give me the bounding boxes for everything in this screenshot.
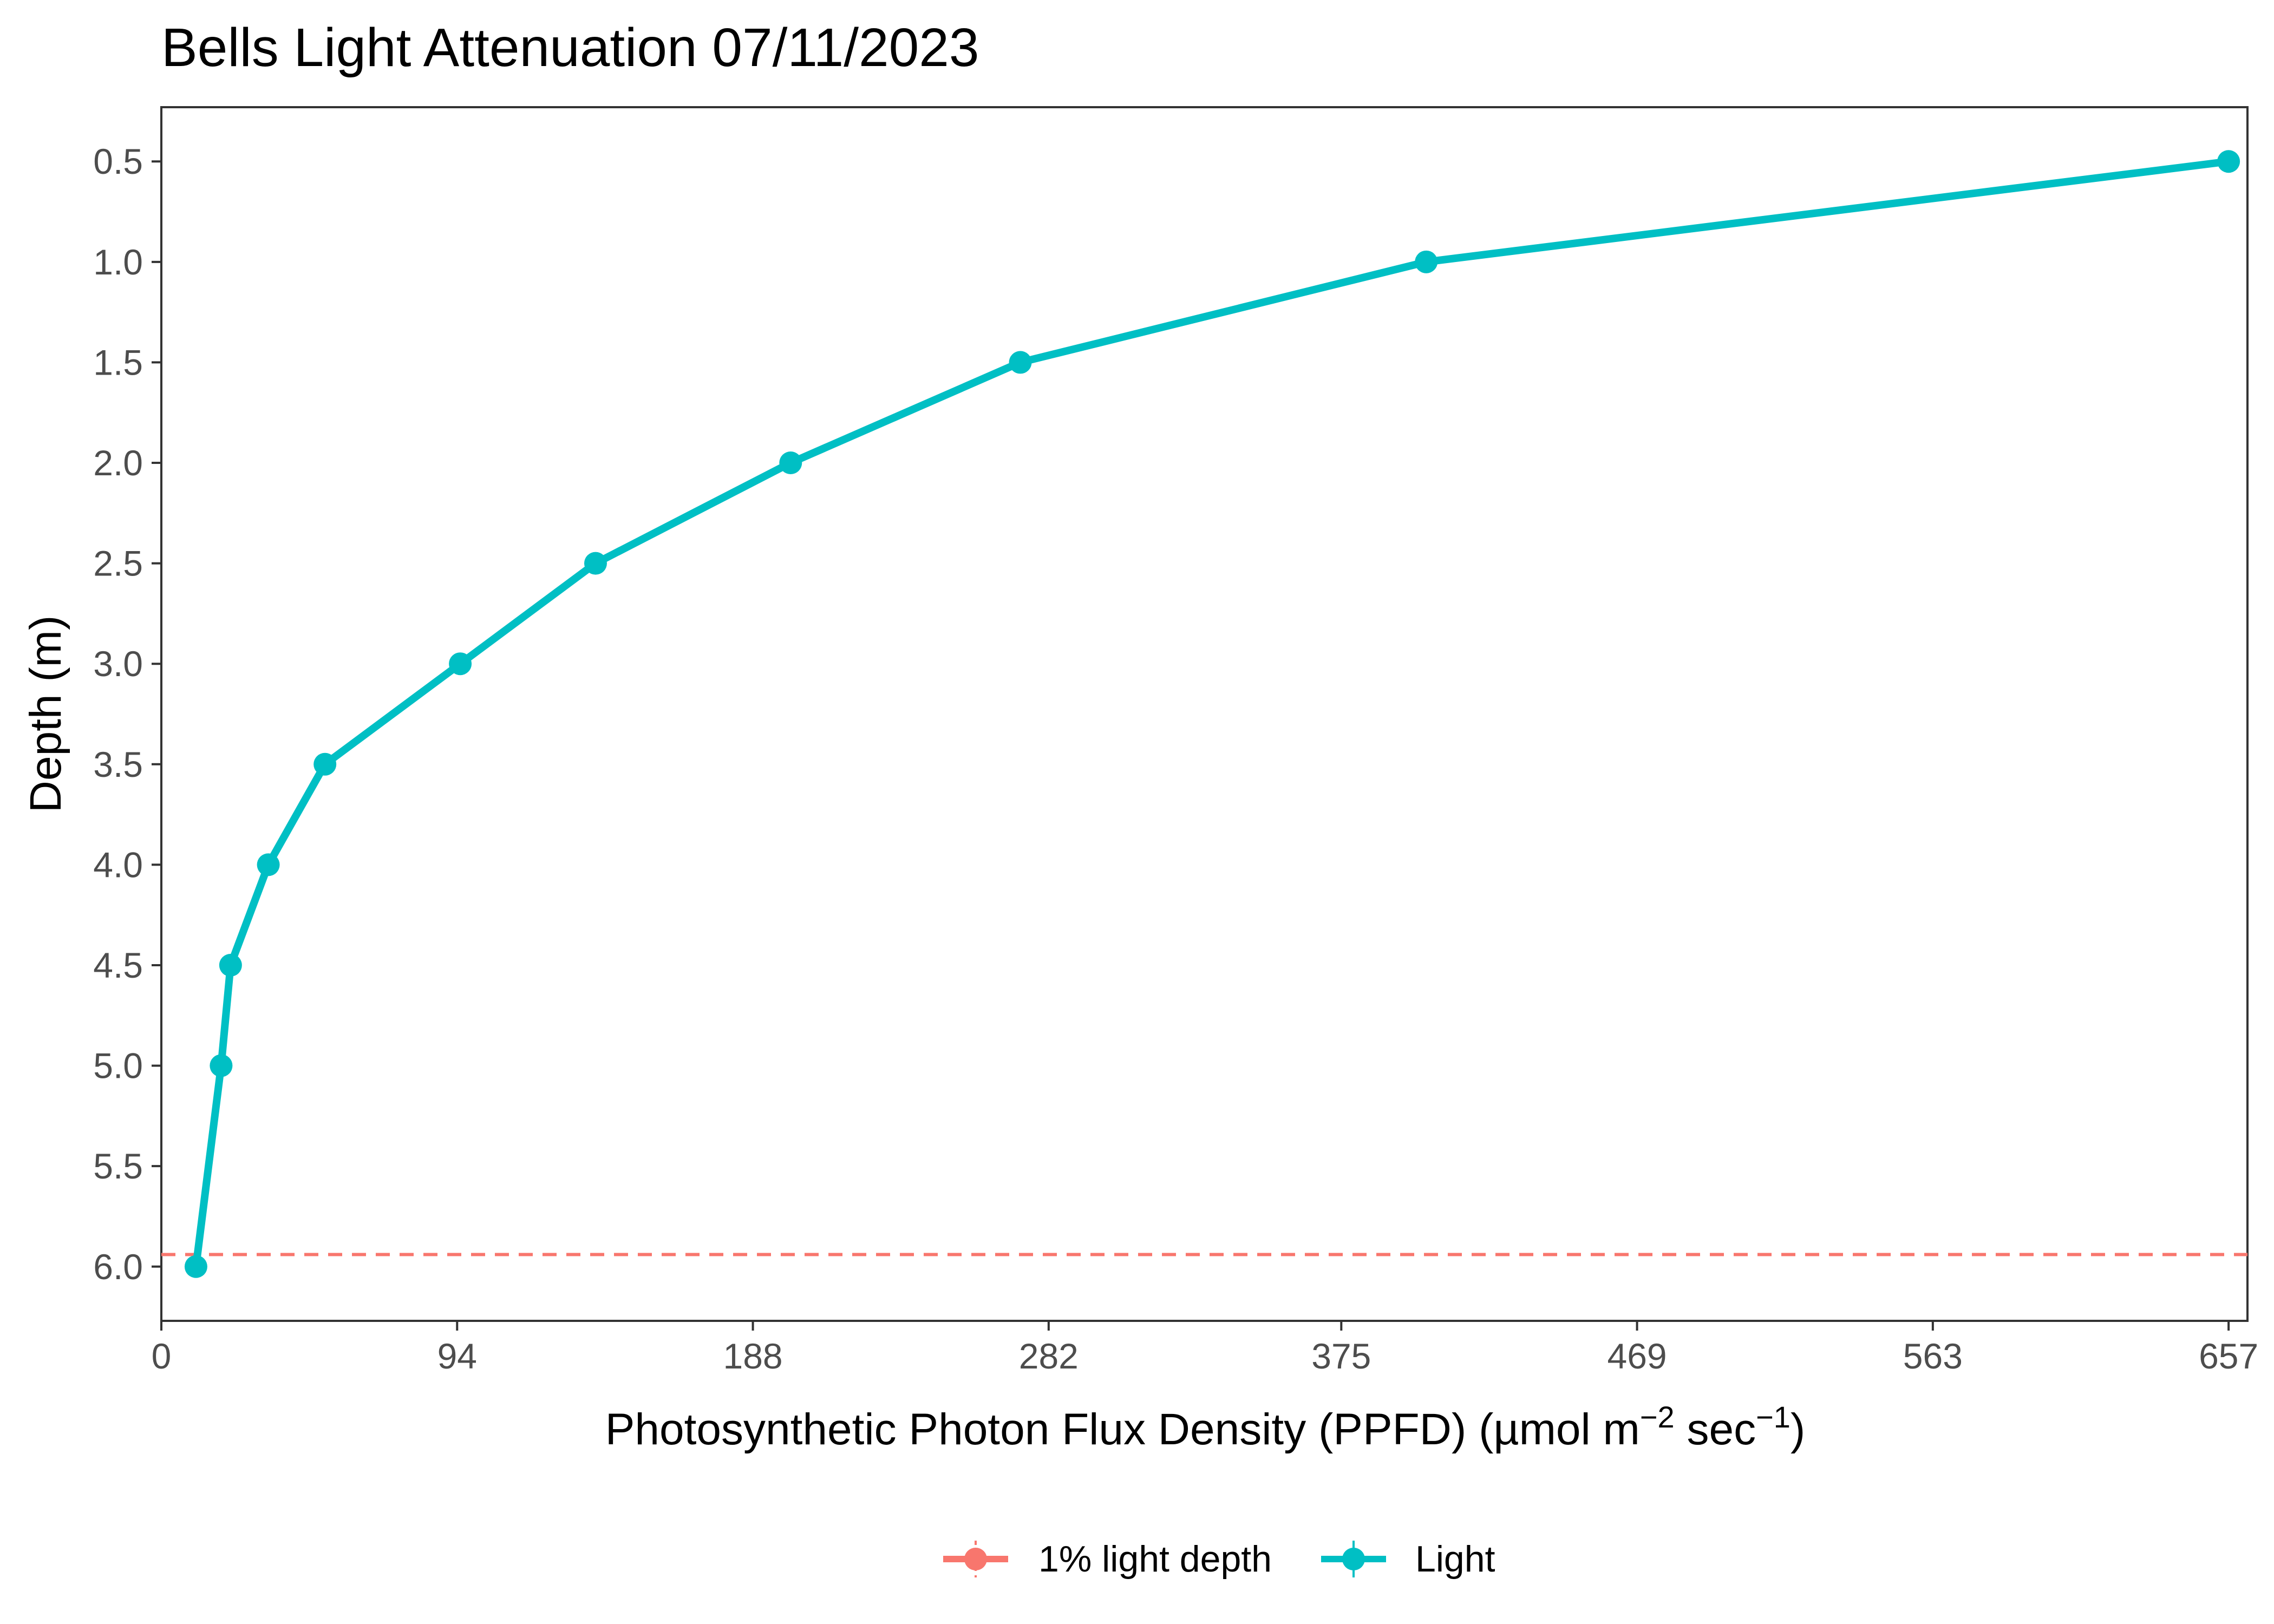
y-tick-label: 3.0 — [93, 644, 143, 684]
x-axis: 0 94 188 282 375 469 563 657 — [152, 1321, 2258, 1376]
x-axis-label: Photosynthetic Photon Flux Density (PPFD… — [605, 1400, 1806, 1455]
legend-label-1pct-light-depth: 1% light depth — [1038, 1538, 1272, 1580]
series-line-light — [192, 158, 2233, 1271]
x-axis-label-suffix: ) — [1791, 1405, 1805, 1454]
x-tick-label: 188 — [723, 1336, 782, 1376]
data-point-light — [313, 752, 337, 776]
y-tick-label: 0.5 — [93, 141, 143, 181]
y-tick-label: 5.5 — [93, 1146, 143, 1186]
x-tick-label: 563 — [1903, 1336, 1963, 1376]
data-point-light — [219, 953, 242, 977]
legend-item-light: Light — [1321, 1538, 1495, 1580]
legend: 1% light depth Light — [943, 1538, 1495, 1580]
y-axis: 0.5 1.0 1.5 2.0 2.5 3.0 3.5 4.0 4.5 5.0 5.5 6.0 — [93, 141, 161, 1287]
data-point-light — [257, 853, 280, 876]
y-tick-label: 5.0 — [93, 1046, 143, 1086]
x-axis-label-sup2: −1 — [1756, 1400, 1791, 1434]
y-tick-label: 4.0 — [93, 844, 143, 885]
legend-label-light: Light — [1415, 1538, 1495, 1580]
data-point-light — [184, 1255, 207, 1278]
legend-key-dot-light — [1342, 1548, 1365, 1570]
y-tick-label: 6.0 — [93, 1247, 143, 1287]
x-tick-label: 469 — [1608, 1336, 1667, 1376]
series-layer — [184, 150, 2240, 1278]
y-tick-label: 2.0 — [93, 443, 143, 483]
plot-border — [160, 106, 2249, 1322]
y-axis-label: Depth (m) — [21, 615, 70, 813]
x-tick-label: 282 — [1019, 1336, 1079, 1376]
data-point-light — [584, 552, 607, 575]
data-point-light — [1009, 351, 1032, 374]
y-tick-label: 1.5 — [93, 342, 143, 382]
y-tick-label: 2.5 — [93, 543, 143, 584]
data-point-light — [1415, 250, 1438, 273]
x-axis-label-mid: sec — [1675, 1405, 1756, 1454]
x-axis-label-prefix: Photosynthetic Photon Flux Density (PPFD… — [605, 1405, 1640, 1454]
legend-key-dot-1pct — [964, 1548, 987, 1570]
y-tick-label: 4.5 — [93, 945, 143, 985]
x-tick-label: 375 — [1311, 1336, 1371, 1376]
y-tick-label: 3.5 — [93, 744, 143, 784]
data-point-light — [210, 1054, 233, 1077]
plot-area — [160, 106, 2249, 1322]
x-tick-label: 657 — [2199, 1336, 2258, 1376]
data-point-light — [449, 652, 472, 676]
legend-item-1pct-light-depth: 1% light depth — [943, 1538, 1272, 1580]
x-axis-label-sup1: −2 — [1640, 1400, 1675, 1434]
y-tick-label: 1.0 — [93, 242, 143, 282]
data-point-light — [2217, 150, 2240, 173]
x-tick-label: 94 — [437, 1336, 477, 1376]
x-tick-label: 0 — [152, 1336, 172, 1376]
data-point-light — [779, 451, 802, 475]
chart-title: Bells Light Attenuation 07/11/2023 — [161, 17, 979, 78]
